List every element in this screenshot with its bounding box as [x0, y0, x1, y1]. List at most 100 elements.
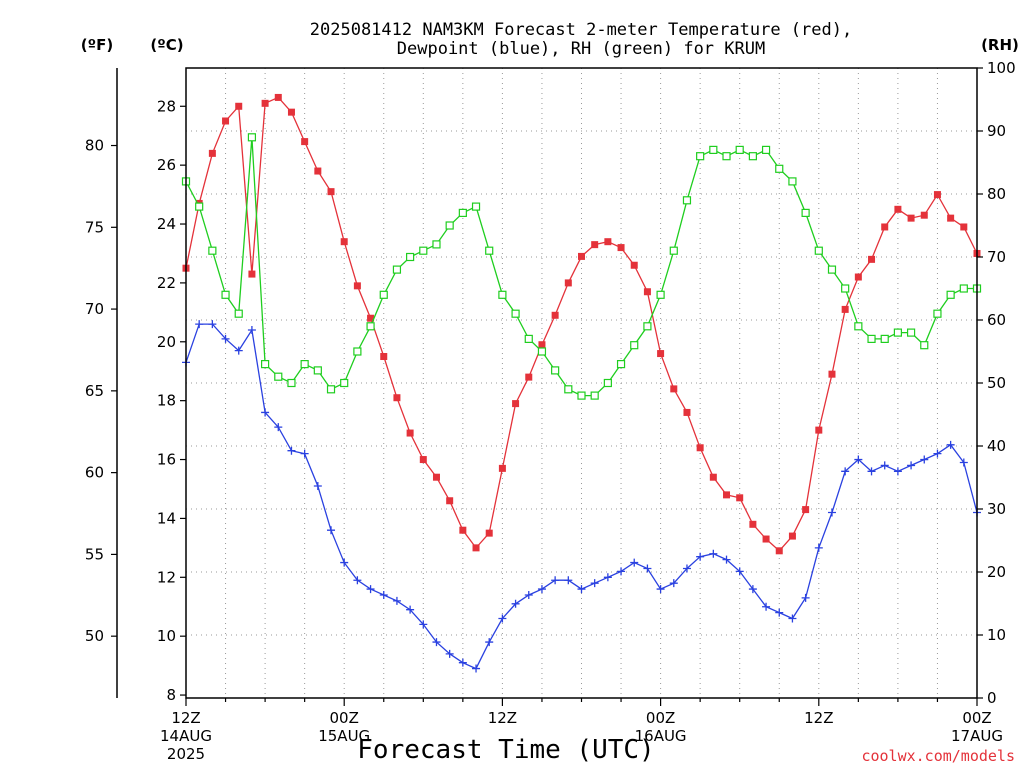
dewpoint-markers: [182, 320, 981, 673]
dewpoint-point: [682, 564, 691, 573]
temperature-point: [802, 506, 810, 514]
temperature-point: [406, 429, 414, 437]
dewpoint-point: [748, 585, 757, 594]
temperature-point: [446, 497, 454, 505]
temperature-point: [340, 238, 348, 246]
temperature-point: [472, 544, 480, 552]
fahrenheit-tick-label: 55: [85, 545, 104, 563]
rh-markers: [181, 133, 982, 400]
temperature-point: [525, 373, 533, 381]
dewpoint-point: [643, 564, 652, 573]
fahrenheit-tick-label: 65: [85, 382, 104, 400]
rh-point: [748, 152, 757, 161]
x-tick-label: 12Z: [804, 709, 833, 727]
x-tick-label: 00Z: [962, 709, 991, 727]
rh-point: [274, 372, 283, 381]
dewpoint-point: [880, 461, 889, 470]
temperature-point: [432, 473, 440, 481]
rh-point: [906, 328, 916, 337]
rh-point: [603, 378, 612, 388]
celsius-tick-label: 20: [157, 333, 176, 351]
temperature-point: [512, 400, 520, 408]
rh-point: [432, 240, 441, 249]
dewpoint-point: [577, 585, 586, 594]
rh-point: [353, 347, 362, 356]
rh-point: [590, 391, 599, 400]
dewpoint-point: [801, 593, 810, 602]
x-tick-label: 15AUG: [318, 727, 370, 745]
rh-point: [669, 246, 678, 255]
dewpoint-point: [590, 579, 599, 588]
temperature-point: [670, 385, 678, 393]
fahrenheit-tick-label: 50: [85, 627, 104, 645]
dewpoint-point: [485, 638, 494, 647]
dewpoint-point: [656, 585, 665, 594]
rh-tick-label: 80: [987, 185, 1006, 203]
series-layer: [181, 93, 982, 673]
dewpoint-point: [537, 585, 546, 594]
temperature-point: [630, 261, 638, 269]
temperature-point: [367, 314, 375, 322]
rh-point: [511, 309, 520, 318]
temperature-point: [723, 491, 731, 499]
rh-point: [854, 322, 863, 331]
temperature-point: [762, 535, 770, 543]
dewpoint-point: [814, 543, 823, 552]
temperature-point: [419, 456, 427, 464]
dewpoint-point: [564, 576, 573, 585]
dewpoint-point: [551, 576, 560, 585]
rh-point: [261, 360, 270, 369]
dewpoint-point: [247, 326, 256, 335]
celsius-tick-label: 26: [157, 156, 176, 174]
rh-tick-label: 10: [987, 626, 1006, 644]
temperature-point: [854, 273, 862, 281]
temperature-point: [828, 370, 836, 378]
dewpoint-point: [445, 649, 454, 658]
temperature-point: [907, 214, 915, 222]
celsius-tick-label: 10: [157, 627, 176, 645]
rh-point: [471, 202, 481, 211]
rh-point: [445, 221, 454, 230]
dewpoint-point: [524, 590, 533, 599]
fahrenheit-unit-label: (ºF): [81, 36, 113, 54]
rh-point: [801, 208, 810, 217]
dewpoint-point: [221, 334, 230, 343]
dewpoint-point: [788, 614, 797, 623]
dewpoint-point: [327, 526, 336, 535]
rh-point: [761, 145, 771, 154]
dewpoint-point: [340, 558, 349, 567]
rh-point: [696, 152, 705, 161]
rh-point: [735, 145, 744, 154]
temperature-point: [498, 464, 506, 472]
temperature-point: [894, 205, 902, 213]
temperature-point: [222, 117, 230, 125]
rh-point: [366, 322, 375, 331]
x-tick-label: 00Z: [646, 709, 675, 727]
celsius-unit-label: (ºC): [150, 36, 183, 54]
temperature-point: [208, 149, 216, 157]
temperature-point: [947, 214, 955, 222]
rh-point: [893, 328, 903, 337]
rh-point: [340, 378, 349, 388]
temperature-point: [327, 188, 335, 196]
rh-point: [326, 385, 336, 394]
celsius-tick-label: 18: [157, 392, 176, 410]
temperature-point: [841, 305, 849, 313]
dewpoint-point: [274, 423, 283, 432]
temperature-point: [261, 99, 269, 107]
dewpoint-line: [185, 323, 978, 670]
rh-point: [656, 290, 665, 299]
dewpoint-point: [458, 658, 467, 667]
rh-point: [682, 196, 692, 205]
temperature-point: [380, 353, 388, 361]
rh-point: [406, 252, 415, 262]
rh-tick-label: 40: [987, 437, 1006, 455]
rh-point: [524, 334, 533, 343]
x-tick-label: 2025: [167, 745, 205, 763]
dewpoint-point: [933, 449, 942, 458]
rh-point: [933, 309, 942, 318]
rh-point: [814, 246, 823, 255]
rh-point: [920, 341, 929, 350]
temperature-point: [815, 426, 823, 434]
temperature-markers: [182, 93, 981, 555]
